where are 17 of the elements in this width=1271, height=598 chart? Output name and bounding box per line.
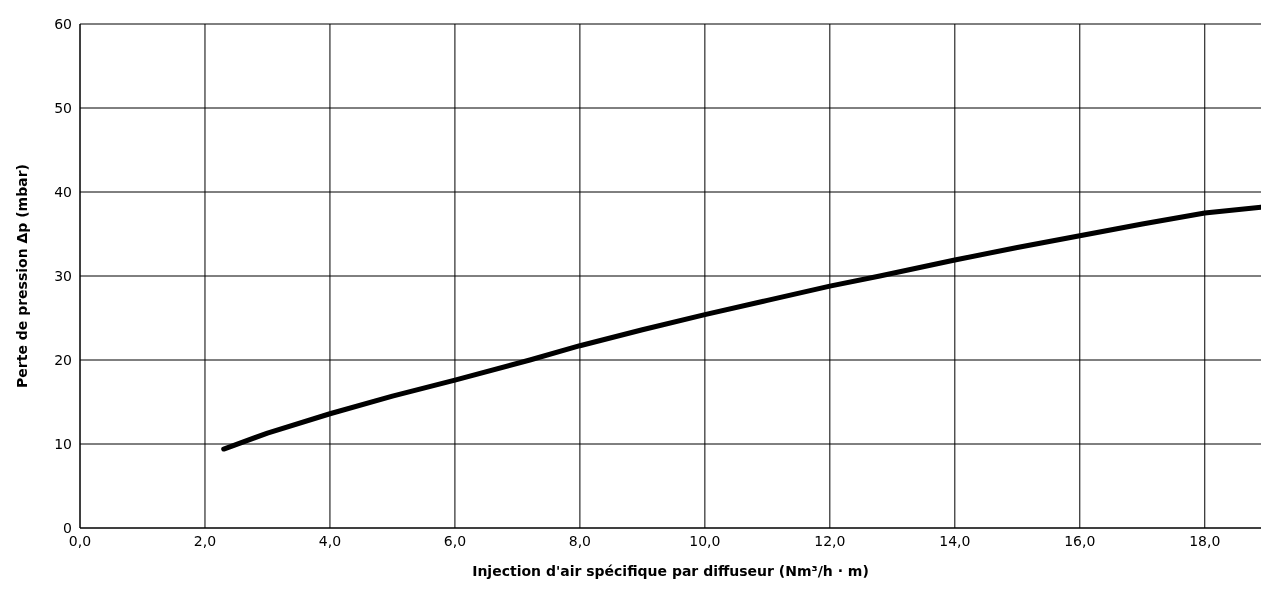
y-tick-label: 60 (54, 15, 72, 32)
x-axis-title: Injection d'air spécifique par diffuseur (Nm³/h · m) (472, 563, 869, 579)
x-tick-label: 2,0 (193, 532, 217, 549)
x-tick-label: 6,0 (443, 532, 467, 549)
y-tick-label: 20 (54, 351, 72, 368)
x-tick-label: 18,0 (1189, 532, 1221, 549)
x-tick-label: 4,0 (318, 532, 342, 549)
x-tick-label: 10,0 (689, 532, 721, 549)
y-axis-title: Perte de pression Δp (mbar) (13, 164, 30, 388)
x-tick-label: 14,0 (939, 532, 971, 549)
x-tick-label: 16,0 (1064, 532, 1096, 549)
x-tick-label: 8,0 (568, 532, 592, 549)
y-tick-label: 40 (54, 183, 72, 200)
y-tick-label: 50 (54, 99, 72, 116)
y-tick-label: 30 (54, 267, 72, 284)
y-tick-label: 10 (54, 435, 72, 452)
x-tick-label: 12,0 (814, 532, 846, 549)
